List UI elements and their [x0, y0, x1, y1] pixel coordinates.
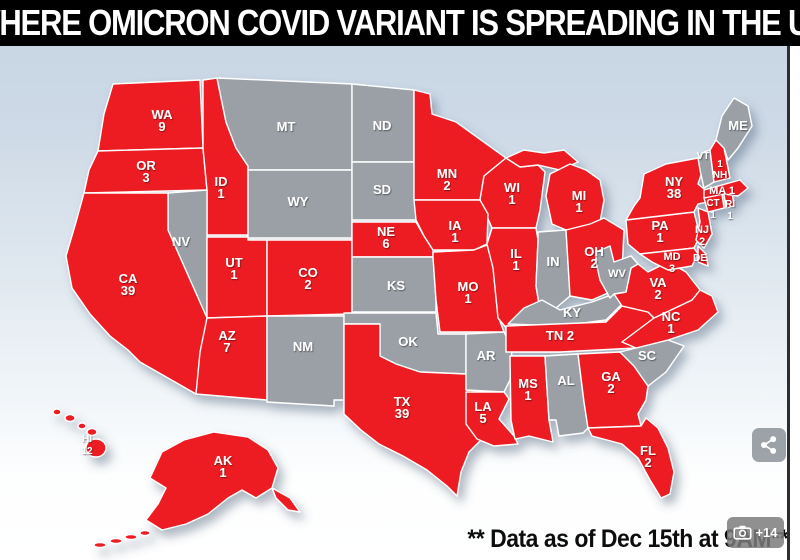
svg-text:VA2: VA 2 [649, 275, 667, 302]
svg-text:UT1: UT 1 [225, 255, 242, 282]
share-button[interactable] [752, 428, 786, 462]
state-ak-aleutian [93, 541, 107, 549]
svg-text:KY: KY [563, 305, 581, 320]
svg-text:MA 1: MA 1 [709, 185, 735, 197]
photo-count: +14 [755, 525, 778, 540]
svg-text:OR3: OR 3 [136, 158, 156, 185]
state-hi-island [64, 413, 76, 423]
svg-text:LA5: LA 5 [474, 399, 492, 426]
svg-text:AK1: AK 1 [214, 453, 233, 480]
svg-text:CO2: CO 2 [298, 265, 318, 292]
state-ca [65, 192, 208, 395]
state-ma [703, 179, 749, 199]
share-icon [761, 436, 777, 454]
svg-text:AL: AL [557, 373, 574, 388]
svg-text:MI1: MI 1 [572, 188, 586, 215]
state-hi-island [77, 422, 87, 430]
svg-text:MS1: MS 1 [518, 376, 538, 403]
headline-bar: WHERE OMICRON COVID VARIANT IS SPREADING… [0, 0, 800, 46]
svg-text:GA2: GA 2 [601, 369, 621, 396]
svg-text:MT: MT [277, 119, 296, 134]
svg-text:NM: NM [293, 339, 313, 354]
svg-text:MD3: MD 3 [663, 251, 680, 275]
svg-text:WI1: WI 1 [504, 180, 520, 207]
svg-text:AZ7: AZ 7 [218, 328, 235, 355]
state-ak [145, 431, 279, 531]
svg-text:ME: ME [728, 118, 748, 133]
state-nh [709, 139, 731, 183]
state-ak-aleutian [109, 537, 123, 545]
photo-gallery-badge[interactable]: +14 [727, 517, 784, 548]
svg-text:IN: IN [547, 254, 560, 269]
state-nm [266, 315, 345, 407]
svg-text:VT: VT [697, 151, 710, 162]
svg-text:MN2: MN 2 [437, 166, 457, 193]
state-ak-southeast [271, 487, 301, 513]
svg-text:TN 2: TN 2 [546, 328, 574, 343]
svg-text:AR: AR [477, 348, 496, 363]
svg-text:WY: WY [288, 194, 309, 209]
state-ak-aleutian [139, 529, 151, 537]
svg-text:OH2: OH 2 [584, 244, 604, 271]
state-hi-island [86, 427, 98, 437]
headline-text: WHERE OMICRON COVID VARIANT IS SPREADING… [0, 1, 800, 44]
svg-text:NJ2: NJ 2 [695, 224, 709, 248]
state-ak-aleutian [124, 533, 138, 541]
svg-text:ND: ND [373, 118, 392, 133]
state-de [697, 245, 709, 267]
svg-text:IL1: IL 1 [510, 246, 522, 273]
state-az [195, 315, 268, 401]
state-wa [97, 79, 204, 152]
svg-text:KS: KS [387, 278, 405, 293]
state-hi-island [52, 408, 62, 416]
svg-text:NE6: NE 6 [377, 224, 395, 251]
svg-text:FL2: FL 2 [640, 443, 656, 470]
state-mo [432, 244, 505, 333]
svg-text:NC1: NC 1 [662, 309, 681, 336]
state-or [83, 147, 208, 194]
svg-text:CT1: CT 1 [706, 198, 719, 221]
image-edge-gutter [790, 46, 800, 560]
camera-icon [733, 525, 753, 540]
svg-text:NV: NV [172, 234, 190, 249]
svg-text:WV: WV [608, 268, 626, 280]
svg-text:DE: DE [693, 253, 707, 264]
svg-text:MO1: MO 1 [458, 279, 479, 306]
svg-text:ID1: ID 1 [215, 174, 228, 201]
svg-text:RI1: RI 1 [725, 199, 735, 222]
state-fl [587, 417, 675, 499]
svg-text:SD: SD [373, 182, 391, 197]
svg-text:PA1: PA 1 [651, 218, 669, 245]
svg-text:1NH: 1 NH [713, 159, 727, 181]
svg-text:OK: OK [398, 334, 418, 349]
state-ks [351, 256, 437, 313]
state-wv [595, 245, 639, 299]
svg-text:IA1: IA 1 [449, 218, 463, 245]
state-mi-upper [505, 149, 579, 171]
image-edge-line [787, 46, 790, 560]
state-hi-island [85, 438, 107, 458]
state-me [715, 97, 753, 161]
state-md [639, 247, 699, 271]
state-in [535, 229, 571, 311]
svg-text:WA9: WA 9 [152, 107, 174, 134]
state-labels: WA 9 OR 3 CA 39 ID 1 NV UT 1 AZ 7 MT WY CO 2 NM… [81, 107, 748, 480]
svg-text:SC: SC [638, 348, 657, 363]
